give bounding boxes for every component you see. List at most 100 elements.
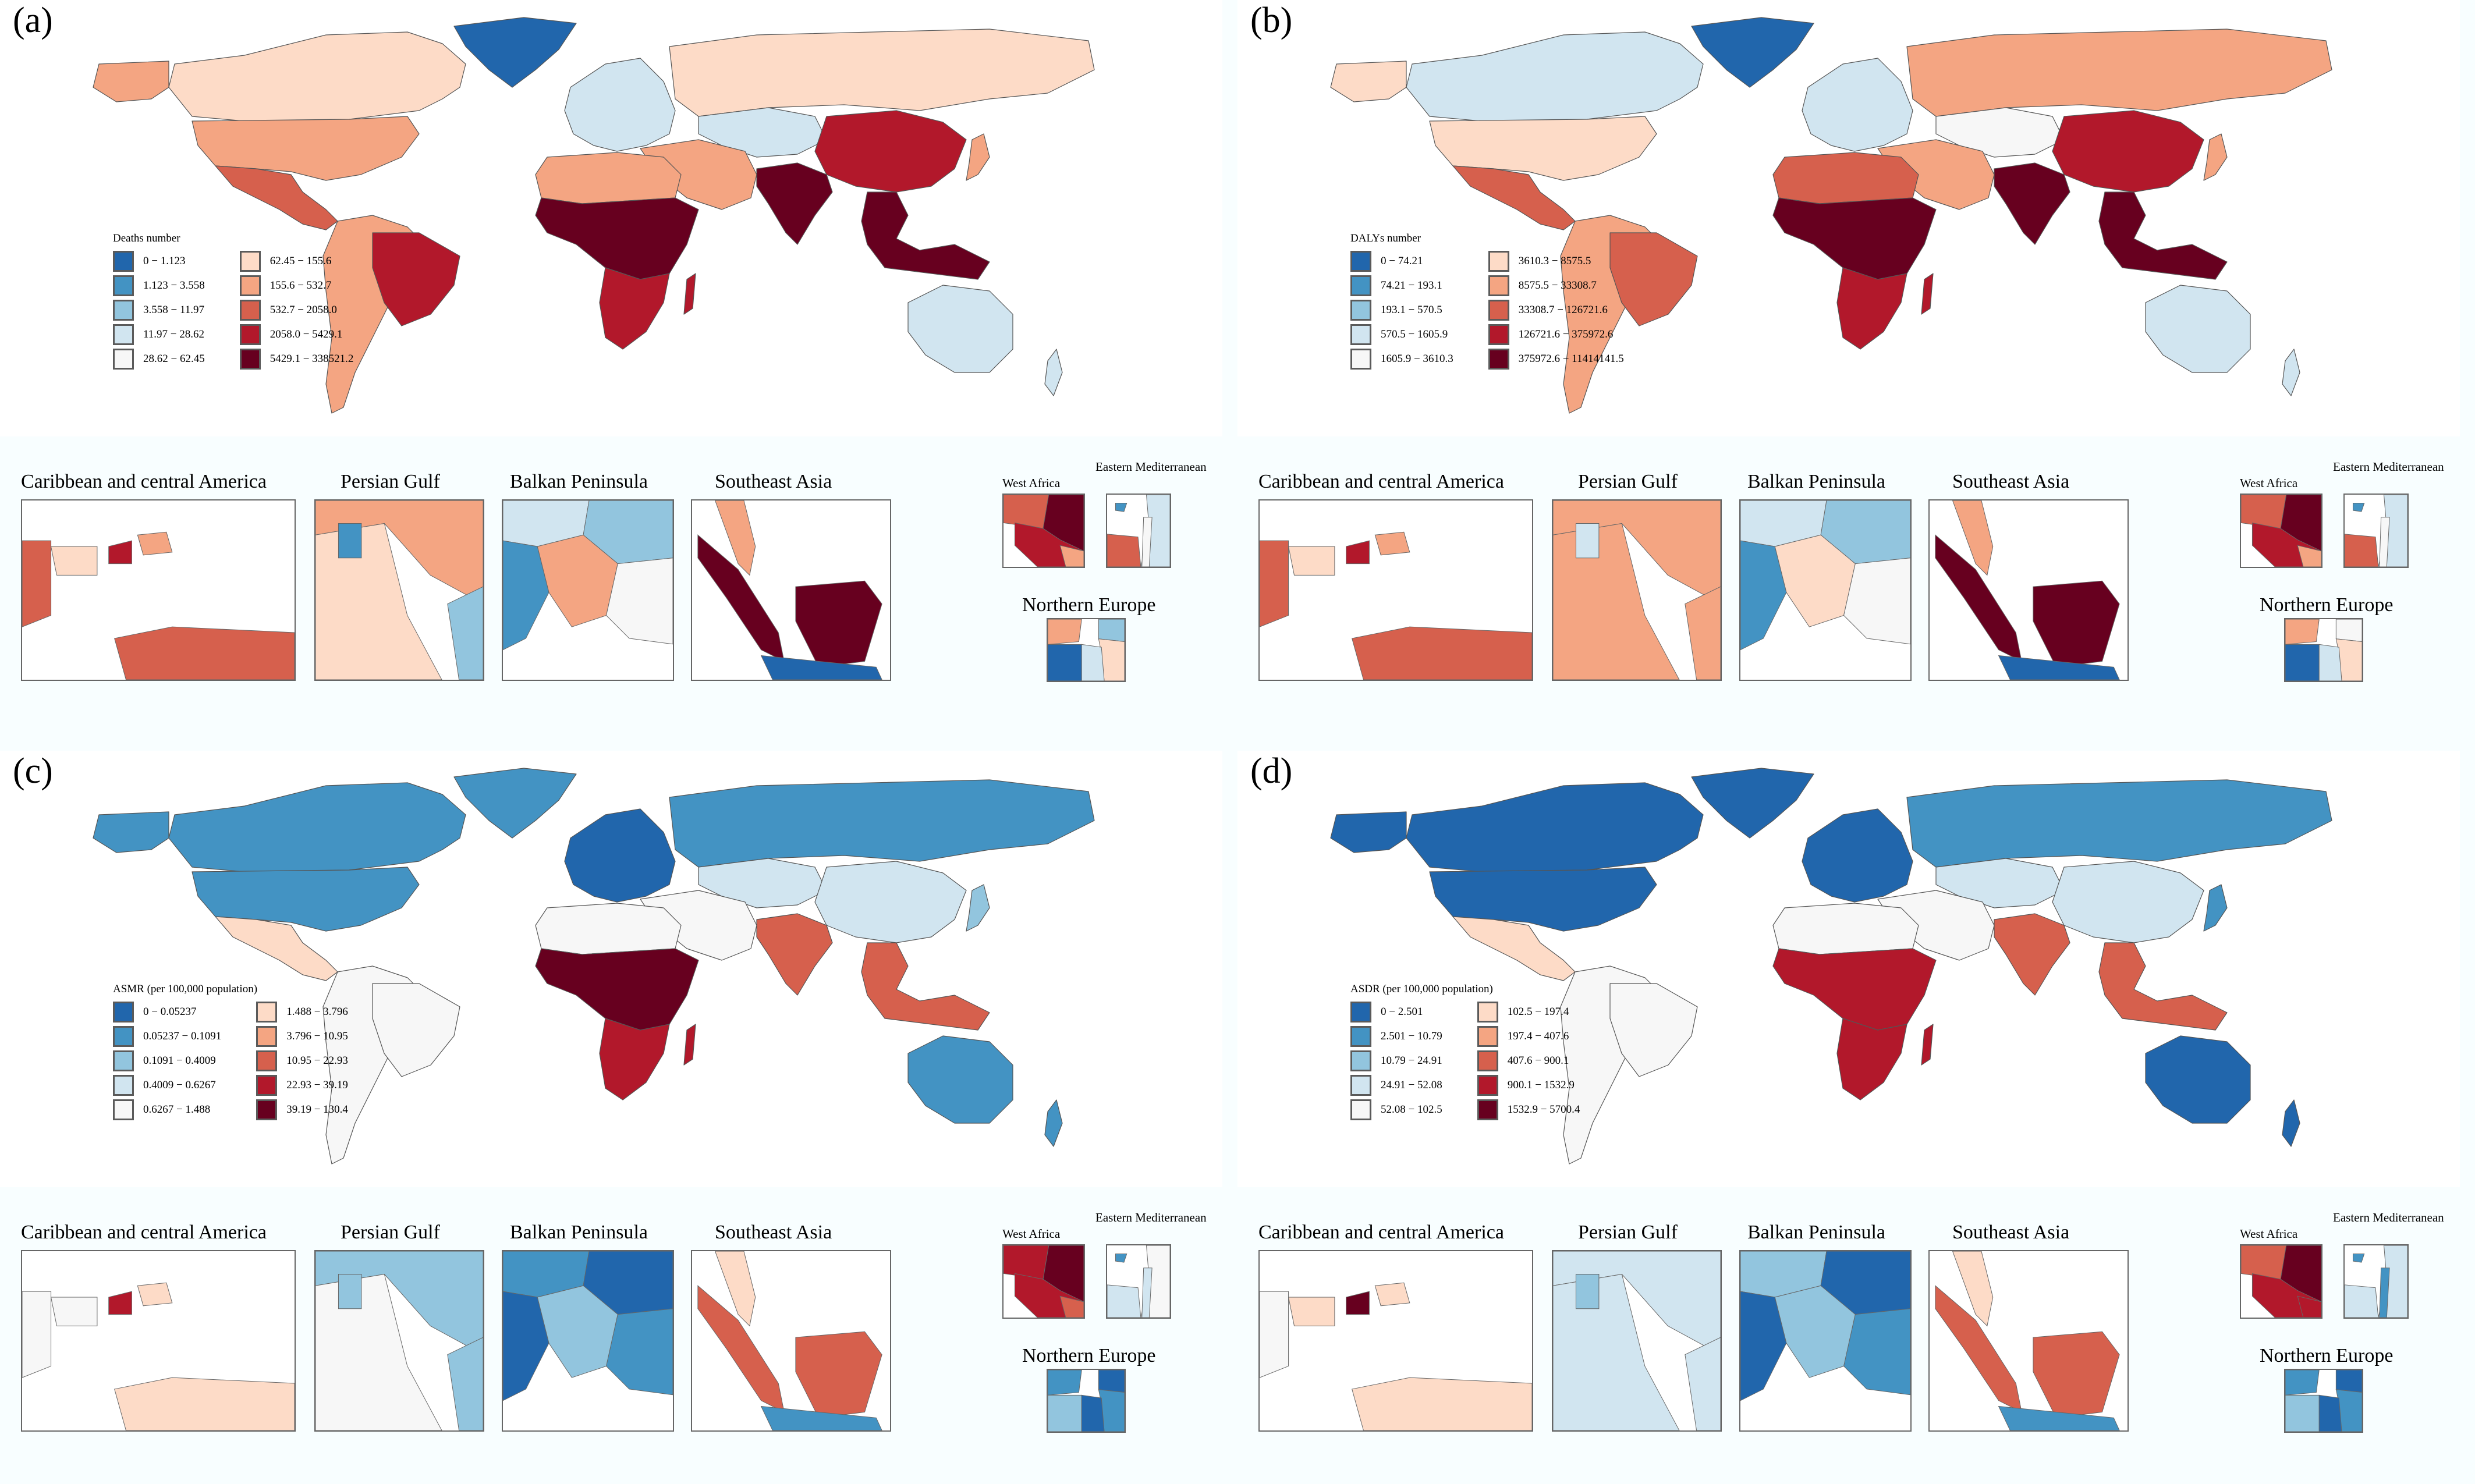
legend-item: 74.21 − 193.1 <box>1350 274 1453 298</box>
inset-title-west-africa: West Africa <box>1002 1227 1061 1241</box>
inset-region <box>2318 644 2342 681</box>
inset-region <box>1107 1284 1141 1318</box>
region-new-zealand <box>1044 1099 1063 1147</box>
inset-region <box>1374 531 1410 556</box>
inset-title-eastern-med: Eastern Mediterranean <box>2333 460 2444 474</box>
inset-region <box>1346 1291 1370 1315</box>
legend-label: 0 − 0.05237 <box>143 1006 197 1018</box>
inset-region <box>503 1291 549 1401</box>
inset-region <box>1685 586 1721 680</box>
inset-region <box>2285 619 2320 645</box>
legend-swatch <box>239 349 261 370</box>
inset-region <box>503 540 549 651</box>
region-brazil <box>372 232 460 326</box>
inset-region <box>795 580 882 668</box>
legend-item: 570.5 − 1605.9 <box>1350 322 1453 347</box>
world-map <box>93 17 1095 414</box>
inset-region <box>1098 1370 1125 1393</box>
legend-swatch <box>1488 349 1509 370</box>
legend-swatch <box>113 275 134 296</box>
inset-region <box>1081 644 1105 681</box>
inset-region <box>50 546 98 576</box>
inset-region <box>2318 1394 2342 1432</box>
inset-region <box>315 1273 442 1430</box>
legend-item: 0.1091 − 0.4009 <box>113 1049 221 1073</box>
inset-region <box>1374 1282 1410 1307</box>
legend-item: 3.796 − 10.95 <box>256 1024 348 1049</box>
legend-item: 193.1 − 570.5 <box>1350 298 1453 322</box>
legend: ASMR (per 100,000 population) 0 − 0.05237… <box>113 982 348 1122</box>
region-southeast-asia <box>861 191 990 280</box>
legend-swatch <box>113 1050 134 1071</box>
legend-label: 0.4009 − 0.6267 <box>143 1079 216 1091</box>
legend: ASDR (per 100,000 population) 0 − 2.501 2.… <box>1350 982 1580 1122</box>
inset-region <box>1935 1285 2022 1413</box>
legend-label: 0 − 74.21 <box>1381 255 1423 267</box>
legend-swatch <box>113 1002 134 1023</box>
legend-swatch <box>256 1099 278 1120</box>
inset-region <box>2345 534 2379 567</box>
inset-region <box>338 1273 362 1309</box>
inset-region <box>1952 1251 1994 1327</box>
legend-label: 0.6267 − 1.488 <box>143 1103 211 1116</box>
legend-item: 24.91 − 52.08 <box>1350 1073 1442 1098</box>
inset-region <box>1059 545 1084 567</box>
region-mexico-central <box>1452 916 1576 981</box>
inset-region <box>2379 1268 2390 1318</box>
legend-label: 900.1 − 1532.9 <box>1507 1079 1575 1091</box>
legend-item: 1.488 − 3.796 <box>256 1000 348 1024</box>
legend-swatch <box>1477 1026 1498 1047</box>
legend-label: 3.796 − 10.95 <box>286 1030 348 1042</box>
legend-swatch <box>1350 1002 1371 1023</box>
legend-label: 62.45 − 155.6 <box>270 255 332 267</box>
region-australia <box>2145 1035 2251 1124</box>
inset-region <box>1935 534 2022 662</box>
inset-region <box>760 1405 882 1430</box>
inset-region <box>760 655 882 680</box>
legend-item: 39.19 − 130.4 <box>256 1098 348 1122</box>
inset-region <box>1740 1291 1787 1401</box>
inset-title-balkan: Balkan Peninsula <box>1747 471 1886 492</box>
inset-region <box>1740 540 1787 651</box>
legend-swatch <box>113 349 134 370</box>
inset-region <box>715 500 756 576</box>
inset-region <box>2241 495 2287 529</box>
inset-title-southeast-asia: Southeast Asia <box>1952 1222 2070 1243</box>
inset-map-caribbean <box>21 499 296 681</box>
inset-region <box>1048 1394 1082 1432</box>
inset-map-caribbean <box>1258 499 1533 681</box>
legend-swatch <box>113 324 134 345</box>
inset-region <box>1098 619 1125 642</box>
legend-label: 3610.3 − 8575.5 <box>1518 255 1591 267</box>
inset-title-persian-gulf: Persian Gulf <box>1578 1222 1678 1243</box>
legend-swatch <box>1488 251 1509 272</box>
inset-title-west-africa: West Africa <box>1002 476 1061 490</box>
inset-region <box>2297 1295 2321 1318</box>
region-australia <box>907 1035 1013 1124</box>
inset-region <box>2345 1284 2379 1318</box>
legend-label: 3.558 − 11.97 <box>143 304 205 316</box>
region-southern-africa <box>1836 1018 1934 1100</box>
region-south-asia <box>756 162 833 245</box>
inset-region <box>2297 545 2321 567</box>
legend-label: 10.95 − 22.93 <box>286 1055 348 1067</box>
inset-region <box>715 1251 756 1327</box>
region-china <box>2052 861 2204 943</box>
region-southern-africa <box>599 267 696 350</box>
legend-swatch <box>256 1026 278 1047</box>
inset-region <box>1685 1337 1721 1430</box>
legend-label: 10.79 − 24.91 <box>1381 1055 1442 1067</box>
inset-region <box>447 1337 483 1430</box>
inset-title-northern-europe: Northern Europe <box>1022 1345 1156 1366</box>
legend-column: 0 − 0.05237 0.05237 − 0.1091 0.1091 − 0.40… <box>113 1000 221 1122</box>
inset-title-persian-gulf: Persian Gulf <box>1578 471 1678 492</box>
legend-item: 102.5 − 197.4 <box>1477 1000 1580 1024</box>
legend-swatch <box>1350 300 1371 321</box>
inset-map-balkan <box>502 1250 674 1432</box>
legend-label: 2058.0 − 5429.1 <box>270 328 343 340</box>
legend-swatch <box>1488 324 1509 345</box>
inset-region <box>2285 1394 2320 1432</box>
legend-column: 102.5 − 197.4 197.4 − 407.6 407.6 − 900.1 9… <box>1477 1000 1580 1122</box>
legend-label: 0.05237 − 0.1091 <box>143 1030 222 1042</box>
inset-region <box>2335 1370 2362 1393</box>
